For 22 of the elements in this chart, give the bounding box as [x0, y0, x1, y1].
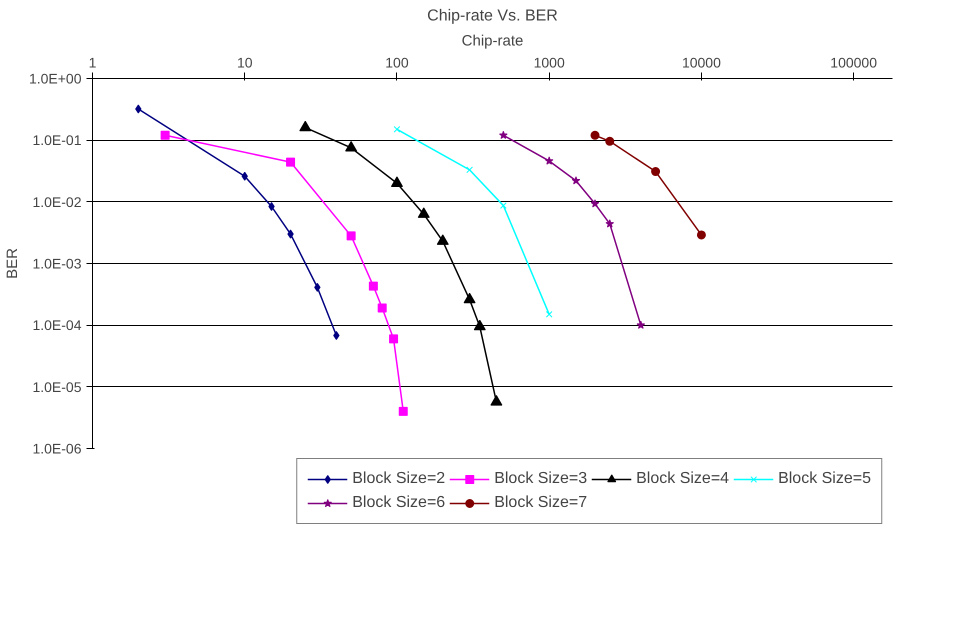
y-tick-label: 1.0E-01	[32, 132, 82, 148]
x-tick-label: 100000	[830, 54, 878, 70]
x-tick-label: 100	[385, 54, 409, 70]
legend-label: Block Size=7	[494, 494, 588, 512]
legend-label: Block Size=3	[494, 470, 588, 488]
x-tick-label: 1000	[534, 54, 565, 70]
x-tick-label: 10000	[682, 54, 722, 70]
x-tick-label: 1	[88, 54, 97, 70]
legend-label: Block Size=4	[636, 470, 730, 488]
legend-label: Block Size=6	[352, 494, 446, 512]
chart-title: Chip-rate Vs. BER	[427, 8, 558, 24]
x-tick-label: 10	[236, 54, 253, 70]
y-tick-label: 1.0E-02	[32, 194, 82, 210]
y-tick-label: 1.0E+00	[28, 70, 82, 86]
y-tick-label: 1.0E-03	[32, 256, 82, 272]
y-axis-title: BER	[4, 248, 21, 279]
y-tick-label: 1.0E-05	[32, 378, 82, 395]
legend-label: Block Size=2	[352, 470, 446, 488]
x-axis-title: Chip-rate	[462, 32, 524, 50]
legend-label: Block Size=5	[778, 470, 871, 488]
y-tick-label: 1.0E-04	[32, 317, 82, 334]
y-tick-label: 1.0E-06	[32, 440, 82, 456]
